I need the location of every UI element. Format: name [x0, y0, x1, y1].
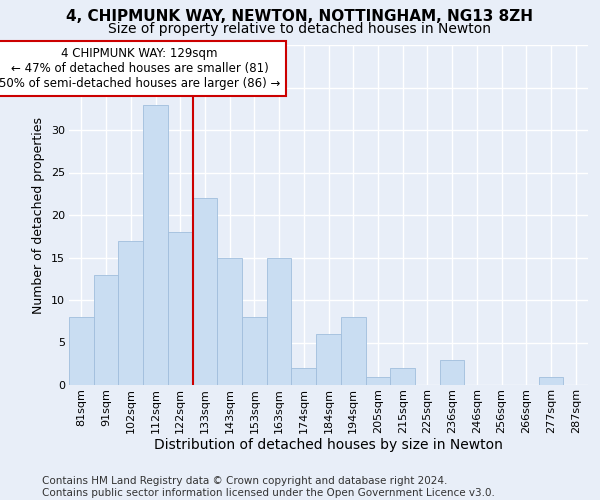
Text: Contains HM Land Registry data © Crown copyright and database right 2024.
Contai: Contains HM Land Registry data © Crown c…	[42, 476, 495, 498]
Bar	[94, 274, 118, 385]
Bar	[267, 258, 292, 385]
Bar	[539, 376, 563, 385]
Bar	[193, 198, 217, 385]
Bar	[168, 232, 193, 385]
Text: Size of property relative to detached houses in Newton: Size of property relative to detached ho…	[109, 22, 491, 36]
Bar	[69, 317, 94, 385]
Bar	[118, 240, 143, 385]
Bar	[143, 104, 168, 385]
Bar	[217, 258, 242, 385]
Text: 4 CHIPMUNK WAY: 129sqm
← 47% of detached houses are smaller (81)
50% of semi-det: 4 CHIPMUNK WAY: 129sqm ← 47% of detached…	[0, 46, 280, 90]
Bar	[316, 334, 341, 385]
Bar	[242, 317, 267, 385]
X-axis label: Distribution of detached houses by size in Newton: Distribution of detached houses by size …	[154, 438, 503, 452]
Bar	[341, 317, 365, 385]
Bar	[440, 360, 464, 385]
Y-axis label: Number of detached properties: Number of detached properties	[32, 116, 45, 314]
Bar	[365, 376, 390, 385]
Bar	[292, 368, 316, 385]
Bar	[390, 368, 415, 385]
Text: 4, CHIPMUNK WAY, NEWTON, NOTTINGHAM, NG13 8ZH: 4, CHIPMUNK WAY, NEWTON, NOTTINGHAM, NG1…	[67, 9, 533, 24]
